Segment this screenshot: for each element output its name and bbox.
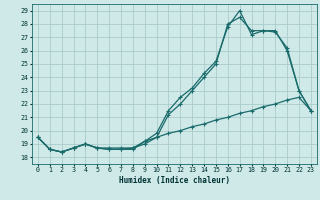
- X-axis label: Humidex (Indice chaleur): Humidex (Indice chaleur): [119, 176, 230, 185]
